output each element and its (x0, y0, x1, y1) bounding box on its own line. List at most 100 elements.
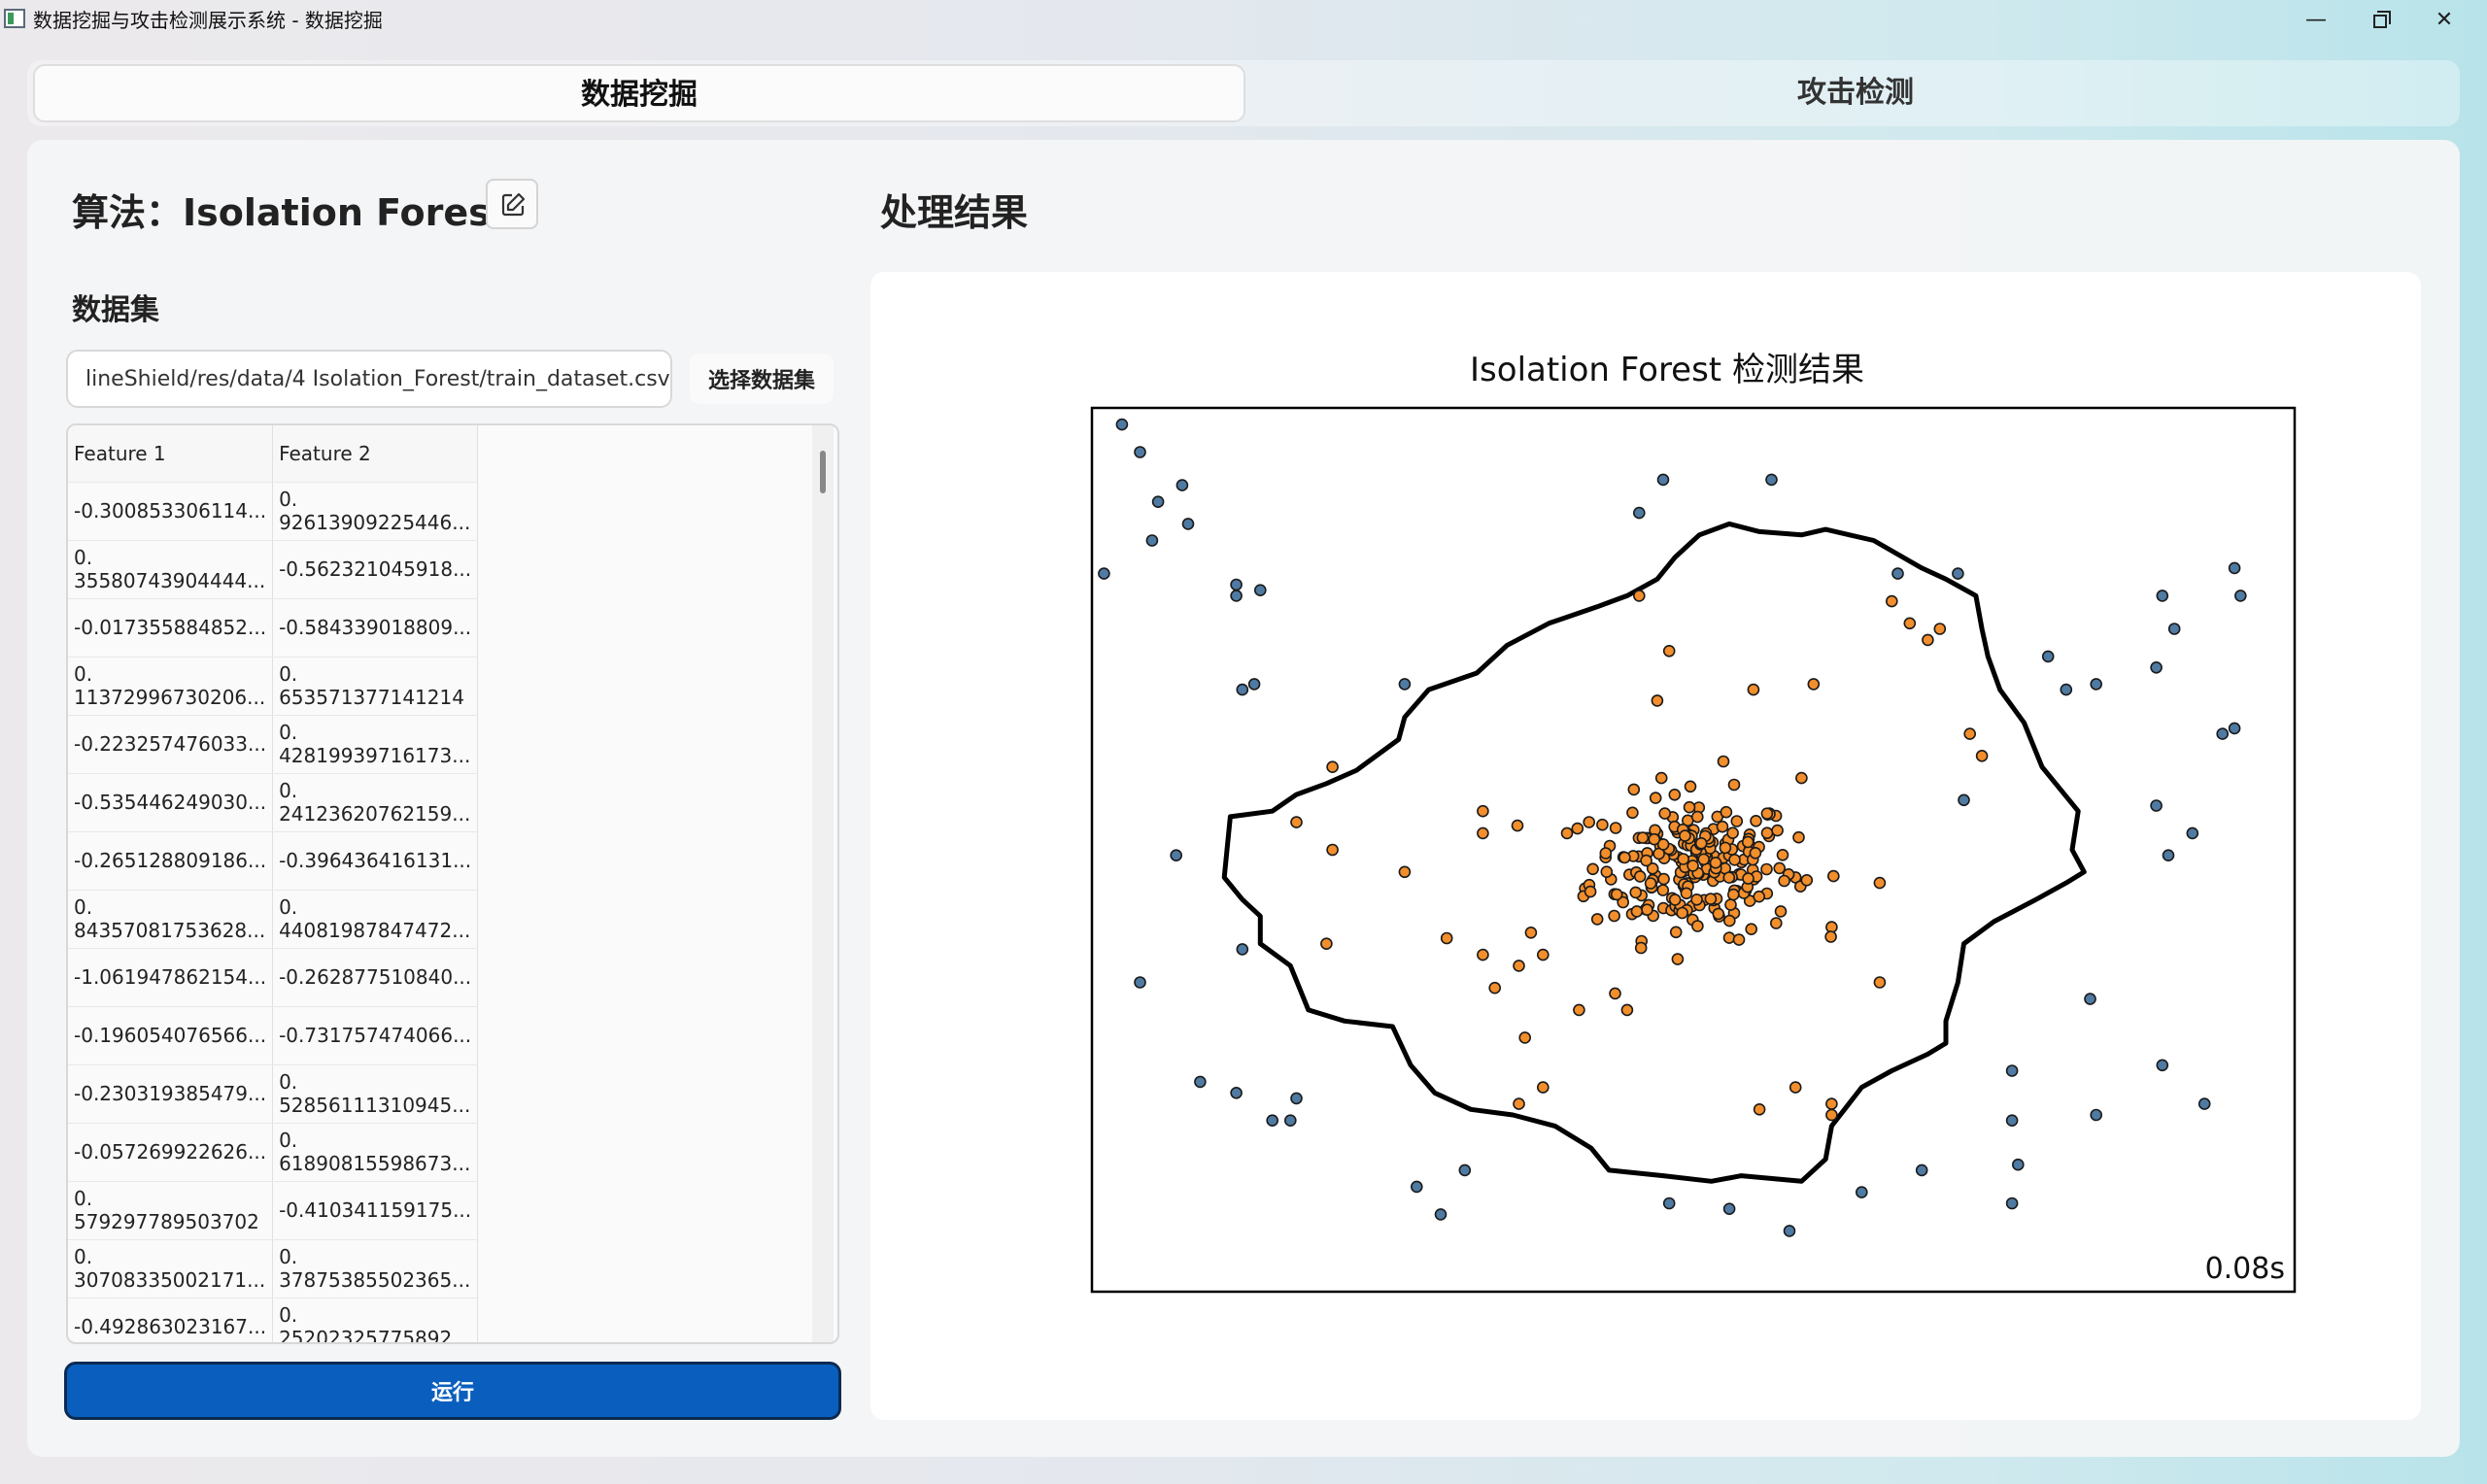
minimize-button[interactable]: — (2305, 8, 2327, 32)
inlier-point (1571, 822, 1584, 835)
inlier-point (1617, 895, 1630, 909)
table-row[interactable]: -0.492863023167... 0. 25202325775892... (68, 1298, 479, 1342)
table-cell-feature-2[interactable]: 0. 52856111310945... (272, 1064, 479, 1124)
table-row[interactable]: -0.196054076566... -0.731757474066... (68, 1006, 479, 1065)
run-button[interactable]: 运行 (64, 1362, 841, 1420)
table-cell-feature-1[interactable]: 0. 35580743904444... (68, 540, 274, 599)
table-cell-feature-1[interactable]: -0.017355884852... (68, 598, 274, 658)
inlier-point (1627, 783, 1641, 796)
table-cell-feature-2[interactable]: -0.584339018809... (272, 598, 479, 658)
close-button[interactable]: ✕ (2435, 8, 2454, 32)
inlier-point (1760, 862, 1773, 876)
inlier-point (1511, 819, 1524, 832)
inlier-point (1769, 917, 1783, 929)
inlier-point (1709, 856, 1722, 869)
table-cell-feature-2[interactable]: 0. 61890815598673... (272, 1123, 479, 1182)
table-row[interactable]: 0. 30708335002171... 0. 37875385502365... (68, 1239, 479, 1298)
outlier-point (1266, 1114, 1279, 1128)
tab-attack-detection[interactable]: 攻击检测 (1797, 76, 1914, 110)
table-cell-feature-2[interactable]: -0.410341159175... (272, 1181, 479, 1240)
inlier-point (1771, 824, 1784, 837)
table-row[interactable]: -0.230319385479... 0. 52856111310945... (68, 1064, 479, 1124)
inlier-point (1873, 876, 1887, 890)
table-cell-feature-2[interactable]: 0. 44081987847472... (272, 890, 479, 949)
inlier-point (1726, 826, 1739, 840)
inlier-point (1800, 873, 1814, 887)
table-row[interactable]: 0. 579297789503702 -0.410341159175... (68, 1181, 479, 1240)
outlier-point (1230, 578, 1243, 591)
outlier-point (1855, 1186, 1868, 1198)
table-cell-feature-1[interactable]: 0. 579297789503702 (68, 1181, 274, 1240)
table-cell-feature-1[interactable]: -0.057269922626... (68, 1123, 274, 1182)
table-cell-feature-1[interactable]: 0. 11372996730206... (68, 657, 274, 716)
inlier-point (1719, 841, 1732, 855)
inlier-point (1636, 831, 1650, 844)
maximize-button[interactable] (2351, 4, 2409, 37)
inlier-point (1620, 1003, 1634, 1017)
inlier-point (1662, 644, 1676, 658)
outlier-point (1458, 1164, 1472, 1177)
outlier-point (1134, 446, 1146, 458)
table-cell-feature-2[interactable]: 0. 25202325775892... (272, 1298, 479, 1342)
inlier-point (1610, 888, 1623, 901)
column-header-feature-2[interactable]: Feature 2 (272, 425, 479, 483)
table-cell-feature-2[interactable]: 0. 37875385502365... (272, 1239, 479, 1298)
inlier-point (1651, 694, 1664, 707)
table-row[interactable]: -0.300853306114... 0. 92613909225446... (68, 482, 479, 541)
outlier-point (2060, 683, 2073, 696)
inlier-point (1668, 894, 1682, 906)
table-row[interactable]: -0.535446249030... 0. 24123620762159... (68, 773, 479, 832)
table-cell-feature-1[interactable]: -0.265128809186... (68, 831, 274, 891)
table-cell-feature-2[interactable]: 0. 92613909225446... (272, 482, 479, 541)
inlier-point (1513, 960, 1525, 972)
table-cell-feature-2[interactable]: 0. 653571377141214 (272, 657, 479, 716)
outlier-point (2005, 1064, 2019, 1077)
tab-data-mining[interactable]: 数据挖掘 (33, 64, 1245, 122)
table-row[interactable]: -1.061947862154... -0.262877510840... (68, 948, 479, 1007)
table-cell-feature-1[interactable]: 0. 30708335002171... (68, 1239, 274, 1298)
table-row[interactable]: 0. 84357081753628... 0. 44081987847472... (68, 890, 479, 949)
table-cell-feature-1[interactable]: 0. 84357081753628... (68, 890, 274, 949)
table-row[interactable]: -0.223257476033... 0. 42819939716173... (68, 715, 479, 774)
column-header-feature-1[interactable]: Feature 1 (68, 425, 274, 483)
table-row[interactable]: -0.057269922626... 0. 61890815598673... (68, 1123, 479, 1182)
inlier-point (1795, 771, 1808, 785)
table-cell-feature-2[interactable]: -0.562321045918... (272, 540, 479, 599)
outlier-point (1662, 1197, 1676, 1210)
dataset-table[interactable]: Feature 1 Feature 2 -0.300853306114... 0.… (66, 423, 839, 1344)
inlier-point (1684, 780, 1697, 793)
table-row[interactable]: -0.265128809186... -0.396436416131... (68, 831, 479, 891)
inlier-point (1697, 853, 1711, 866)
table-cell-feature-2[interactable]: -0.731757474066... (272, 1006, 479, 1065)
inlier-point (1750, 814, 1762, 827)
inlier-point (1488, 981, 1502, 995)
table-cell-feature-1[interactable]: -0.535446249030... (68, 773, 274, 832)
inlier-point (1600, 865, 1614, 879)
inlier-point (1657, 872, 1670, 886)
outlier-point (2167, 623, 2181, 635)
inlier-point (1677, 853, 1690, 865)
table-cell-feature-2[interactable]: 0. 42819939716173... (272, 715, 479, 774)
table-cell-feature-1[interactable]: -0.300853306114... (68, 482, 274, 541)
table-cell-feature-1[interactable]: -0.492863023167... (68, 1298, 274, 1342)
choose-dataset-button[interactable]: 选择数据集 (690, 354, 834, 404)
scrollbar-thumb[interactable] (820, 451, 826, 493)
dataset-path-input[interactable] (66, 350, 672, 408)
title-bar: 数据挖掘与攻击检测展示系统 - 数据挖掘 — ✕ (0, 0, 2487, 41)
table-cell-feature-1[interactable]: -1.061947862154... (68, 948, 274, 1007)
inlier-point (1726, 888, 1740, 901)
table-row[interactable]: 0. 11372996730206... 0. 653571377141214 (68, 657, 479, 716)
table-cell-feature-2[interactable]: -0.262877510840... (272, 948, 479, 1007)
table-row[interactable]: -0.017355884852... -0.584339018809... (68, 598, 479, 658)
table-cell-feature-1[interactable]: -0.223257476033... (68, 715, 274, 774)
window-title: 数据挖掘与攻击检测展示系统 - 数据挖掘 (33, 9, 383, 32)
table-cell-feature-2[interactable]: -0.396436416131... (272, 831, 479, 891)
table-cell-feature-1[interactable]: -0.196054076566... (68, 1006, 274, 1065)
table-row[interactable]: 0. 35580743904444... -0.562321045918... (68, 540, 479, 599)
inlier-point (1669, 926, 1683, 939)
table-cell-feature-2[interactable]: 0. 24123620762159... (272, 773, 479, 832)
table-scrollbar[interactable] (812, 425, 834, 1342)
edit-algorithm-button[interactable] (486, 179, 538, 229)
inlier-point (1596, 818, 1609, 831)
table-cell-feature-1[interactable]: -0.230319385479... (68, 1064, 274, 1124)
